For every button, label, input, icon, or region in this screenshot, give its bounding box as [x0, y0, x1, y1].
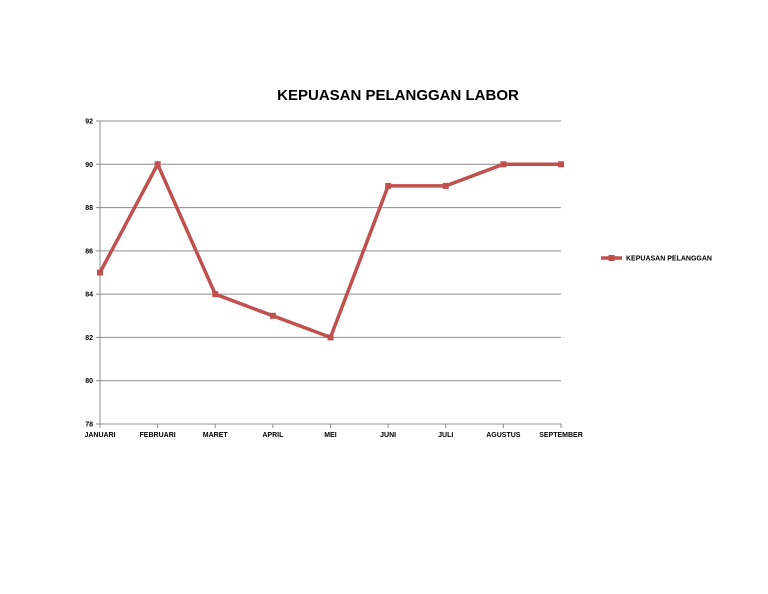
x-tick-labels: JANUARI FEBRUARI MARET APRIL MEI JUNI JULI AGUS… — [84, 432, 582, 439]
y-tick-label: 90 — [85, 162, 93, 169]
y-tick-label: 84 — [85, 292, 93, 299]
x-tick-label: JANUARI — [84, 432, 115, 439]
x-tick-label: MEI — [324, 432, 337, 439]
x-tick-label: JUNI — [380, 432, 396, 439]
y-tick-label: 80 — [85, 378, 93, 385]
x-tick-label: AGUSTUS — [486, 432, 521, 439]
legend-label: KEPUASAN PELANGGAN — [626, 256, 712, 263]
x-tick-label: SEPTEMBER — [539, 432, 583, 439]
data-point — [500, 161, 507, 168]
legend: KEPUASAN PELANGGAN — [601, 255, 712, 263]
data-point — [385, 182, 392, 189]
y-tick-label: 88 — [85, 205, 93, 212]
data-point — [269, 312, 276, 319]
legend-marker — [608, 255, 615, 261]
x-tick-label: JULI — [438, 432, 453, 439]
y-tick-label: 78 — [85, 422, 93, 429]
data-point — [327, 334, 334, 341]
x-tick-label: MARET — [203, 432, 229, 439]
gridlines — [100, 120, 561, 382]
y-tick-label: 82 — [85, 335, 93, 342]
series-layer — [97, 160, 564, 341]
data-point — [154, 161, 161, 168]
x-tick-label: APRIL — [262, 432, 284, 439]
x-tick-label: FEBRUARI — [140, 432, 176, 439]
y-tick-label: 86 — [85, 248, 93, 255]
data-point — [212, 291, 219, 298]
data-point — [97, 269, 103, 276]
data-point — [558, 161, 564, 168]
chart-title: KEPUASAN PELANGGAN LABOR — [277, 87, 519, 104]
data-point — [442, 182, 449, 189]
y-tick-label: 92 — [85, 119, 93, 126]
y-tick-labels: 78 80 82 84 86 88 90 92 — [85, 119, 93, 429]
